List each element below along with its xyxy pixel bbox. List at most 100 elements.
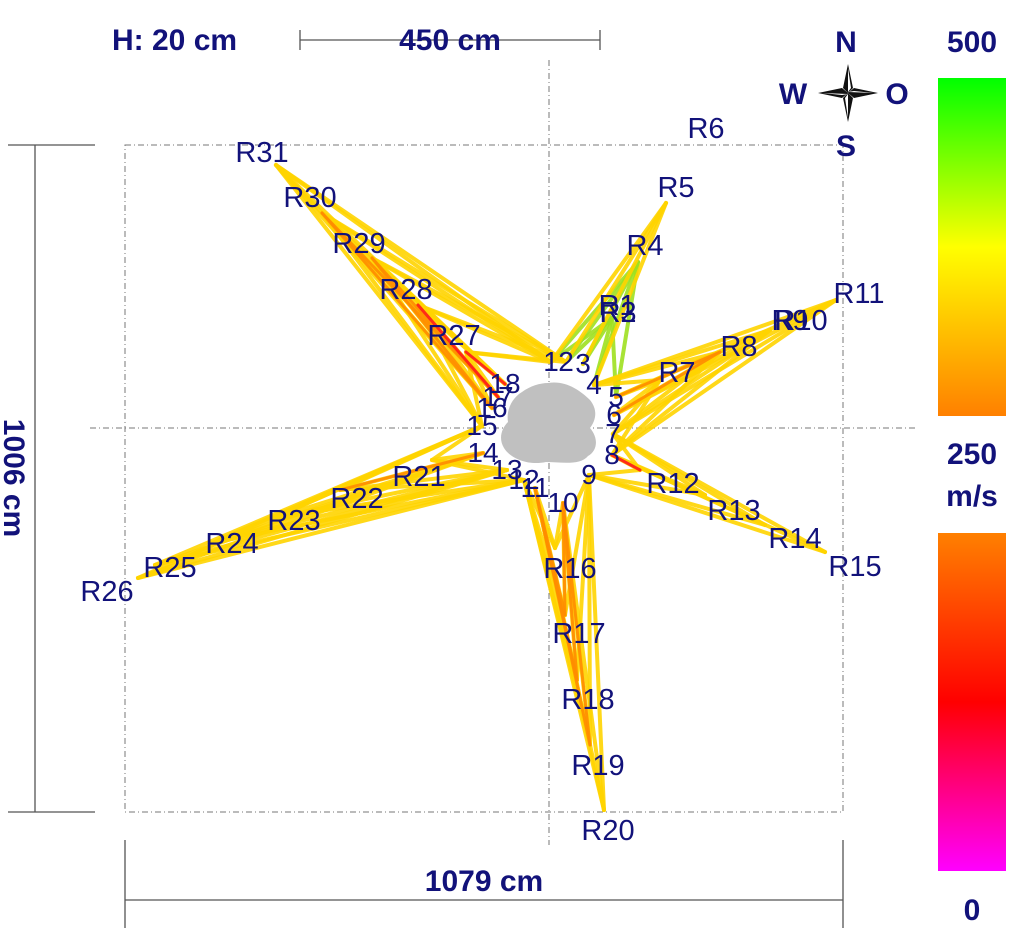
ray-path bbox=[561, 501, 592, 747]
colorbar-mid-label: 250 bbox=[947, 438, 997, 471]
receiver-label: R30 bbox=[283, 182, 336, 214]
receiver-label: R20 bbox=[581, 815, 634, 847]
ray-path bbox=[370, 256, 568, 364]
receiver-label: R1 bbox=[598, 290, 635, 322]
receiver-label: R15 bbox=[828, 551, 881, 583]
ray-path bbox=[610, 328, 772, 457]
ray-path bbox=[136, 478, 526, 580]
receiver-label: R17 bbox=[552, 618, 605, 650]
receiver-label: R9 bbox=[771, 305, 808, 337]
ray-path bbox=[553, 473, 591, 550]
receiver-label: R21 bbox=[392, 461, 445, 493]
receiver-label: R31 bbox=[235, 137, 288, 169]
receiver-label: R28 bbox=[379, 274, 432, 306]
colorbar-max-label: 500 bbox=[947, 26, 997, 59]
ray-path bbox=[549, 201, 668, 364]
sensor-label: 12 bbox=[508, 464, 539, 495]
ray-path bbox=[611, 432, 827, 554]
colorbar-upper bbox=[938, 78, 1006, 416]
receiver-label: R4 bbox=[626, 230, 663, 262]
sensor-label: 3 bbox=[575, 348, 591, 379]
receiver-label: R27 bbox=[427, 320, 480, 352]
ray-path bbox=[464, 350, 507, 386]
ray-path bbox=[592, 201, 668, 387]
ray-path bbox=[587, 473, 606, 812]
ray-path bbox=[416, 303, 500, 399]
sensor-label: 15 bbox=[466, 410, 497, 441]
colorbar-lower bbox=[938, 533, 1006, 871]
tree-height-label: H: 20 cm bbox=[112, 24, 237, 57]
ray-path bbox=[338, 468, 509, 492]
ray-path bbox=[464, 350, 568, 364]
dimension-lines bbox=[8, 30, 844, 928]
scale-label: 450 cm bbox=[399, 24, 501, 57]
sensor-label: 8 bbox=[604, 439, 620, 470]
sensor-label: 2 bbox=[558, 346, 574, 377]
receiver-label: R22 bbox=[330, 483, 383, 515]
sensor-label: 16 bbox=[476, 392, 507, 423]
ray-path bbox=[587, 473, 827, 554]
ray-path bbox=[614, 350, 722, 399]
ray-paths bbox=[136, 163, 838, 812]
receiver-label: R16 bbox=[543, 553, 596, 585]
sensor-label: 17 bbox=[482, 381, 513, 412]
sensor-label: 13 bbox=[491, 454, 522, 485]
ray-path bbox=[274, 163, 484, 428]
compass-east-label: O bbox=[885, 78, 908, 111]
compass-south-label: S bbox=[836, 130, 856, 163]
receiver-label: R19 bbox=[571, 750, 624, 782]
height-dimension-label: 1006 cm bbox=[0, 419, 30, 537]
sensor-label: 10 bbox=[547, 487, 578, 518]
ray-path bbox=[522, 478, 606, 812]
receiver-label: R7 bbox=[658, 357, 695, 389]
receiver-label: R18 bbox=[561, 684, 614, 716]
sensor-label: 1 bbox=[543, 346, 559, 377]
ray-path bbox=[338, 451, 485, 492]
ray-path bbox=[274, 163, 507, 386]
sensor-label: 9 bbox=[581, 459, 597, 490]
receiver-label: R13 bbox=[707, 495, 760, 527]
colorbar-min-label: 0 bbox=[964, 894, 981, 927]
sensor-label: 4 bbox=[586, 369, 602, 400]
receiver-label: R12 bbox=[646, 468, 699, 500]
receiver-label: R26 bbox=[80, 576, 133, 608]
ray-path bbox=[610, 350, 722, 457]
sensor-label: 5 bbox=[608, 381, 624, 412]
receiver-label: R3 bbox=[599, 297, 636, 329]
receiver-label: R8 bbox=[720, 331, 757, 363]
width-dimension-label: 1079 cm bbox=[425, 865, 543, 898]
receiver-label: R24 bbox=[205, 528, 258, 560]
ray-path bbox=[610, 298, 838, 457]
trunk-cross-section bbox=[501, 382, 596, 464]
ray-path bbox=[320, 211, 568, 364]
receiver-label: R10 bbox=[774, 305, 827, 337]
ray-path bbox=[416, 303, 568, 364]
receiver-label: R5 bbox=[657, 172, 694, 204]
ray-path bbox=[592, 298, 838, 387]
sensor-label: 11 bbox=[520, 472, 549, 503]
ray-path bbox=[564, 201, 668, 364]
sensor-label: 6 bbox=[606, 399, 622, 430]
compass-rose-icon bbox=[818, 64, 878, 122]
ray-path bbox=[136, 451, 485, 580]
ray-path bbox=[612, 350, 722, 417]
colorbar-unit-label: m/s bbox=[946, 480, 998, 513]
compass-north-label: N bbox=[835, 26, 857, 59]
receiver-label: R6 bbox=[687, 113, 724, 145]
ray-path bbox=[610, 453, 642, 472]
receiver-label: R25 bbox=[143, 552, 196, 584]
ray-path bbox=[581, 201, 668, 366]
ray-path bbox=[587, 473, 707, 497]
sensor-label: 7 bbox=[605, 418, 621, 449]
ray-path bbox=[320, 211, 494, 410]
receiver-label: R2 bbox=[599, 297, 636, 329]
sensor-label: 14 bbox=[467, 437, 498, 468]
compass-west-label: W bbox=[779, 78, 808, 111]
receiver-label: R14 bbox=[768, 523, 821, 555]
receiver-label: R11 bbox=[833, 278, 884, 310]
ray-path bbox=[320, 211, 500, 399]
receiver-label: R23 bbox=[267, 505, 320, 537]
